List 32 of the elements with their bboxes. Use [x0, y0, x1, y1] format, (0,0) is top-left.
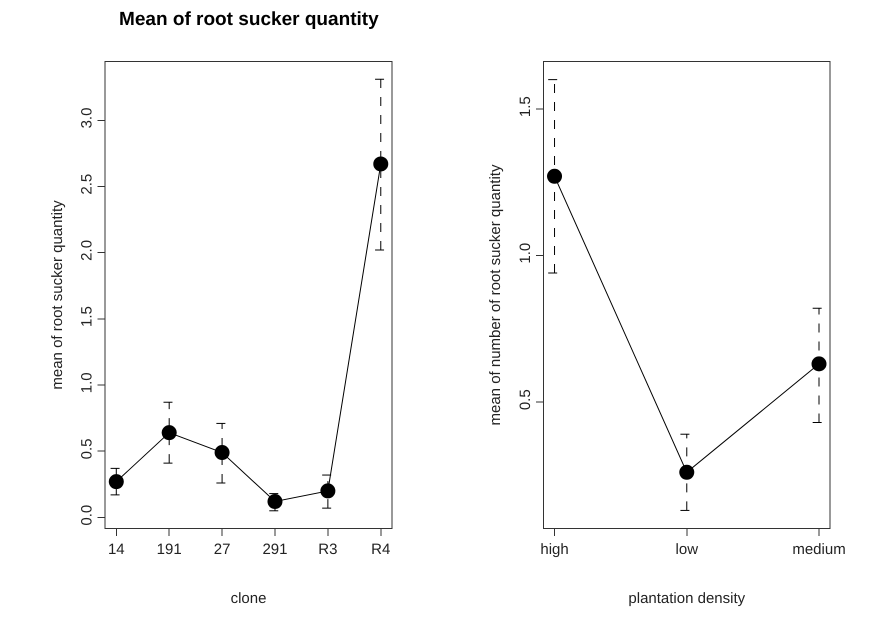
- x-tick-label: 14: [108, 541, 125, 558]
- x-axis-title: plantation density: [628, 590, 746, 607]
- point: [812, 356, 827, 372]
- point: [373, 156, 388, 172]
- y-tick-label: 3.0: [78, 108, 96, 128]
- point: [214, 445, 230, 460]
- y-tick-label: 0.5: [78, 438, 96, 460]
- point: [320, 483, 336, 498]
- x-tick-label: medium: [792, 541, 846, 558]
- y-tick-label: 0.5: [516, 389, 534, 410]
- y-tick-label: 0.0: [78, 504, 96, 526]
- point: [162, 425, 177, 440]
- y-tick-label: 1.5: [78, 306, 96, 328]
- x-tick-label: 27: [214, 541, 230, 558]
- x-tick-label: R4: [371, 541, 390, 558]
- x-tick-label: 291: [262, 541, 288, 558]
- point: [108, 474, 124, 490]
- x-axis-title: clone: [230, 590, 266, 607]
- x-tick-label: R3: [318, 541, 338, 558]
- y-tick-label: 2.5: [78, 174, 96, 195]
- chart-title: Mean of root sucker quantity: [119, 9, 380, 30]
- point: [547, 168, 562, 184]
- y-axis-title: mean of number of root sucker quantity: [487, 164, 504, 426]
- y-tick-label: 1.5: [516, 96, 534, 118]
- point: [679, 464, 694, 480]
- x-tick-label: 191: [156, 541, 182, 558]
- x-tick-label: low: [676, 541, 698, 558]
- x-tick-label: high: [540, 541, 569, 558]
- y-tick-label: 2.0: [78, 240, 96, 261]
- y-axis-title: mean of root sucker quantity: [48, 200, 66, 390]
- y-tick-label: 1.0: [516, 242, 534, 264]
- y-tick-label: 1.0: [78, 372, 96, 394]
